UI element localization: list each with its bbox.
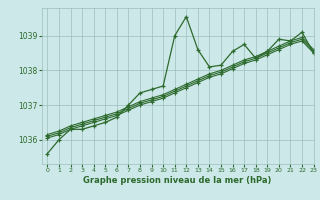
X-axis label: Graphe pression niveau de la mer (hPa): Graphe pression niveau de la mer (hPa) (84, 176, 272, 185)
